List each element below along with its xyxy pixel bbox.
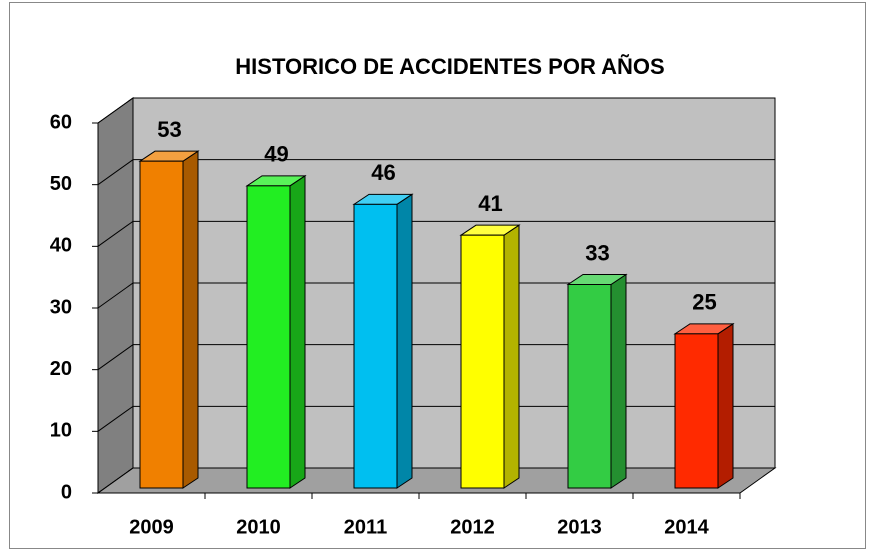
grid-line — [97, 344, 775, 371]
bar-front — [353, 203, 398, 489]
grid-line — [97, 467, 775, 494]
x-tick-label: 2011 — [344, 516, 387, 538]
grid-line — [97, 405, 775, 432]
value-label: 25 — [692, 290, 716, 315]
x-tick-label: 2012 — [450, 516, 495, 538]
x-tick-label: 2009 — [129, 516, 174, 538]
y-tick-label: 10 — [50, 420, 72, 442]
bar-front — [460, 234, 505, 489]
value-label: 33 — [585, 240, 609, 265]
bar — [459, 224, 521, 489]
bar-side — [396, 193, 413, 489]
y-tick-label: 20 — [50, 358, 72, 380]
y-tick-label: 60 — [50, 111, 72, 133]
x-tick-label: 2013 — [557, 516, 602, 538]
bar-front — [567, 284, 612, 489]
bar-front — [246, 185, 291, 489]
bar-side — [182, 150, 199, 489]
bar — [566, 273, 628, 489]
value-label: 49 — [264, 142, 288, 167]
y-tick-label: 0 — [61, 481, 72, 503]
value-label: 53 — [157, 117, 181, 142]
bar — [245, 174, 307, 489]
bar-side — [289, 174, 306, 489]
bar-front — [139, 160, 184, 489]
bar-side — [717, 322, 734, 489]
chart-title: HISTORICO DE ACCIDENTES POR AÑOS — [235, 54, 664, 79]
grid-line — [97, 282, 775, 309]
bar-side — [503, 224, 520, 489]
grid-line — [97, 159, 775, 186]
bar — [352, 193, 414, 489]
value-label: 46 — [371, 160, 395, 185]
y-tick-label: 30 — [50, 296, 72, 318]
bar — [673, 322, 735, 489]
floor — [96, 467, 777, 494]
value-label: 41 — [478, 191, 502, 216]
y-tick-label: 40 — [50, 235, 72, 257]
bar-side — [610, 273, 627, 489]
x-tick-label: 2014 — [664, 516, 709, 538]
grid-line — [97, 220, 775, 247]
bar-front — [674, 333, 719, 489]
y-tick-label: 50 — [50, 173, 72, 195]
grid-line — [97, 97, 775, 124]
bar — [138, 150, 200, 489]
x-tick-label: 2010 — [236, 516, 281, 538]
